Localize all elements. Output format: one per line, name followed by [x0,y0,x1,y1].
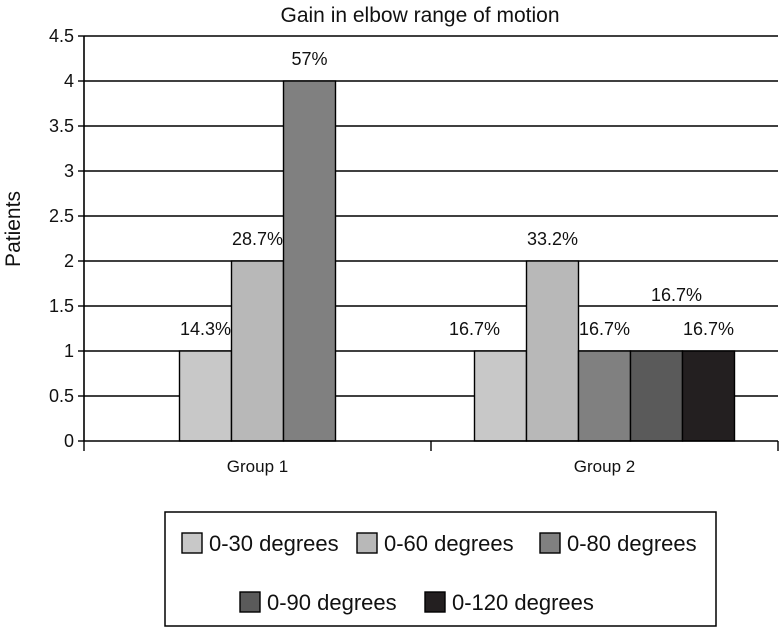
legend-swatch [424,591,446,613]
bar [230,260,285,442]
data-label: 33.2% [527,229,578,249]
y-tick-label: 2 [64,251,74,271]
bar [577,350,632,442]
legend: 0-30 degrees 0-60 degrees 0-80 degrees 0-90… [164,511,717,627]
y-axis-label: Patients [2,191,25,267]
legend-swatch [356,532,378,554]
legend-swatch [539,532,561,554]
gridlines [84,35,778,397]
y-tick-label: 2.5 [49,206,74,226]
y-tick-label: 3 [64,161,74,181]
y-tick-labels: 0 0.5 1 1.5 2 2.5 3 3.5 4 4.5 [49,26,74,451]
x-category-label: Group 2 [574,457,635,476]
bar [525,260,580,442]
legend-label: 0-60 degrees [384,531,514,556]
y-tick-label: 0.5 [49,386,74,406]
bar [473,350,528,442]
legend-swatch [181,532,203,554]
data-label: 28.7% [232,229,283,249]
data-label: 14.3% [180,319,231,339]
bar [681,350,736,442]
data-label: 16.7% [579,319,630,339]
data-labels: 14.3% 28.7% 57% 16.7% 33.2% 16.7% 16.7% 16.7% [180,49,734,339]
bar [282,80,337,442]
y-tick-label: 1.5 [49,296,74,316]
data-label: 16.7% [449,319,500,339]
legend-label: 0-30 degrees [209,531,339,556]
x-category-label: Group 1 [227,457,288,476]
y-tick-label: 1 [64,341,74,361]
y-tick-label: 3.5 [49,116,74,136]
legend-label: 0-90 degrees [267,590,397,615]
bar [178,350,233,442]
data-label: 16.7% [651,285,702,305]
legend-label: 0-80 degrees [567,531,697,556]
x-category-labels: Group 1 Group 2 [227,457,635,476]
bar [629,350,684,442]
data-label: 57% [291,49,327,69]
y-tick-label: 4.5 [49,26,74,46]
data-label: 16.7% [683,319,734,339]
bars [178,80,736,442]
y-tick-label: 4 [64,71,74,91]
chart-title: Gain in elbow range of motion [281,4,560,27]
axes [78,35,779,451]
y-tick-label: 0 [64,431,74,451]
legend-label: 0-120 degrees [452,590,594,615]
legend-swatch [239,591,261,613]
